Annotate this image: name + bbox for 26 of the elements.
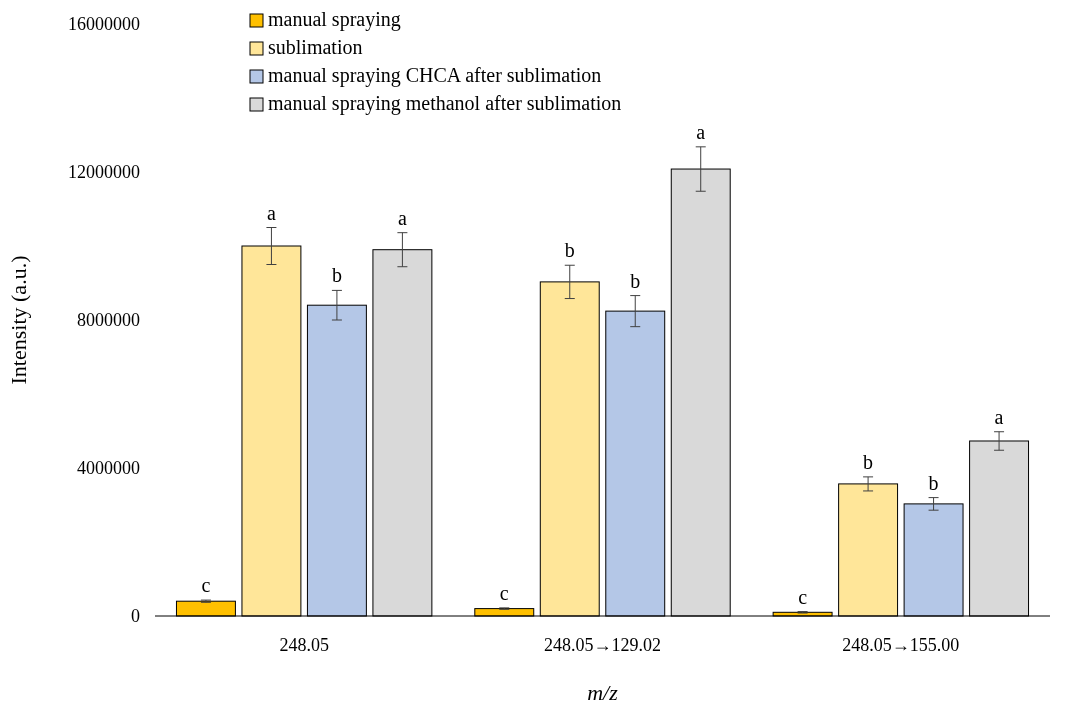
data-label: b	[630, 269, 641, 292]
data-label: b	[863, 450, 874, 473]
legend-label: manual spraying CHCA after sublimation	[268, 64, 602, 87]
x-tick-label: 248.05→129.02	[544, 635, 661, 655]
legend-label: manual spraying	[268, 8, 401, 31]
data-label: c	[798, 585, 808, 608]
y-tick-label: 16000000	[68, 14, 140, 35]
data-label: b	[331, 264, 342, 287]
data-label: c	[499, 581, 509, 604]
x-axis-title: m/z	[587, 680, 619, 705]
x-tick-label: 248.05	[279, 635, 329, 655]
y-tick-label: 4000000	[77, 458, 140, 479]
data-label: c	[201, 574, 211, 597]
x-tick-label: 248.05→155.00	[842, 635, 960, 655]
y-tick-label: 12000000	[68, 162, 140, 183]
legend-label: sublimation	[268, 36, 363, 58]
data-label: b	[928, 471, 939, 494]
y-tick-label: 8000000	[77, 310, 140, 331]
data-label: a	[266, 201, 276, 224]
data-label: b	[564, 239, 575, 262]
y-axis-title: Intensity (a.u.)	[6, 255, 31, 385]
data-label: a	[994, 405, 1004, 428]
data-label: a	[696, 120, 706, 143]
data-label: a	[397, 206, 407, 229]
y-tick-label: 0	[131, 606, 140, 627]
legend-label: manual spraying methanol after sublimation	[268, 92, 622, 115]
